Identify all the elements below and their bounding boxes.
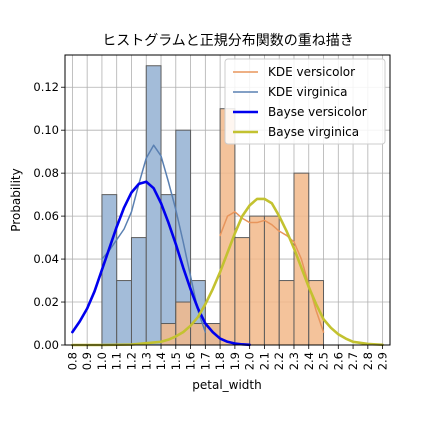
legend-items: KDE versicolor KDE virginica Bayse versico…: [233, 65, 367, 139]
plot-frame: [64, 54, 391, 346]
x-tick-label: 1.0: [95, 352, 109, 370]
x-tick-label: 2.4: [302, 352, 316, 370]
x-tick-label: 1.1: [110, 352, 124, 370]
x-tick-label: 2.5: [317, 352, 331, 370]
legend: KDE versicolor KDE virginica Bayse versico…: [224, 58, 386, 145]
x-tick-label: 2.3: [287, 352, 301, 370]
x-tick-label: 2.8: [361, 352, 375, 370]
x-tick-label: 0.8: [65, 352, 79, 370]
x-tick-label: 1.2: [124, 352, 138, 370]
histogram-bar-virginica: [263, 215, 280, 346]
y-tick-label: 0.00: [33, 338, 59, 352]
histogram-bar-virginica: [278, 280, 295, 346]
x-tick-label: 1.5: [169, 352, 183, 370]
kde-virginica-curve: [101, 144, 207, 333]
histogram-bar-versicolor: [145, 65, 162, 346]
x-tick-label: 2.7: [346, 352, 360, 370]
y-axis-label: Probability: [9, 168, 23, 231]
y-tick-label: 0.02: [33, 295, 59, 309]
x-tick-label: 1.6: [184, 352, 198, 370]
x-tick-label: 2.1: [257, 352, 271, 370]
legend-label-bayse-versicolor: Bayse versicolor: [268, 105, 367, 119]
x-tick-label: 1.7: [198, 352, 212, 370]
y-tick-label: 0.06: [33, 209, 59, 223]
legend-label-kde-virginica: KDE virginica: [268, 85, 348, 99]
y-tick-label: 0.10: [33, 123, 59, 137]
histogram-bar-versicolor: [116, 280, 132, 346]
curve-lines: [71, 144, 384, 347]
x-tick-label: 2.6: [331, 352, 345, 370]
x-tick-label: 1.3: [139, 352, 153, 370]
chart-title: ヒストグラムと正規分布関数の重ね描き: [102, 33, 354, 49]
x-tick-label: 1.9: [228, 352, 242, 370]
legend-label-bayse-virginica: Bayse virginica: [268, 125, 359, 139]
kde-versicolor-curve: [219, 211, 325, 333]
x-tick-label: 2.9: [376, 352, 390, 370]
histogram-bar-versicolor: [130, 237, 147, 346]
x-axis-label: petal_width: [192, 378, 261, 392]
histogram-bar-virginica: [249, 215, 265, 346]
legend-label-kde-versicolor: KDE versicolor: [268, 65, 355, 79]
histogram-bar-virginica: [175, 301, 192, 346]
histogram-bar-versicolor: [101, 194, 118, 346]
x-axis-ticks: 0.8 0.9 1.0 1.1 1.2 1.3 1.4 1.5 1.6 1.7 1.8 1.9 2.0 2…: [65, 345, 390, 370]
x-tick-label: 2.2: [272, 352, 286, 370]
x-tick-label: 0.9: [80, 352, 94, 370]
y-tick-label: 0.04: [33, 252, 59, 266]
y-tick-label: 0.12: [33, 80, 59, 94]
y-tick-label: 0.08: [33, 166, 59, 180]
y-axis-ticks: 0.00 0.02 0.04 0.06 0.08 0.10 0.12: [33, 80, 65, 352]
bayse-virginica-curve: [71, 197, 384, 347]
x-tick-label: 2.0: [243, 352, 257, 370]
histogram-bar-virginica: [234, 237, 251, 346]
histogram-bar-versicolor: [160, 194, 177, 346]
x-tick-label: 1.8: [213, 352, 227, 370]
x-tick-label: 1.4: [154, 352, 168, 370]
legend-box: [224, 58, 386, 145]
bayse-versicolor-curve: [71, 180, 251, 347]
